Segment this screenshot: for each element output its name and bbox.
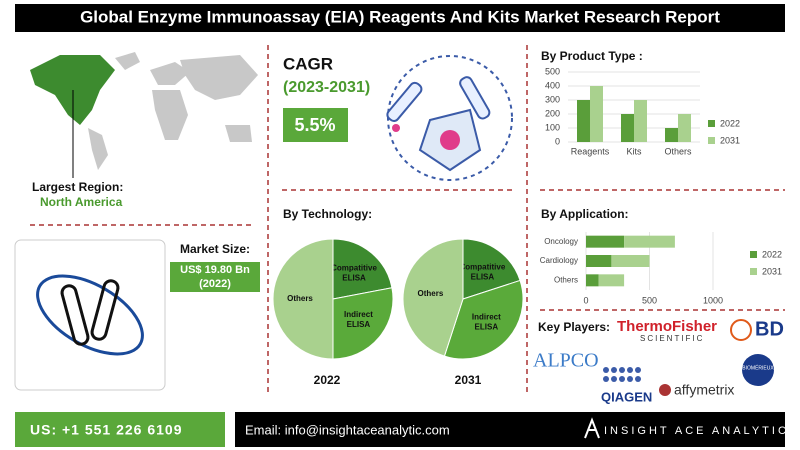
cagr-label: CAGR bbox=[283, 54, 333, 73]
title: Global Enzyme Immunoassay (EIA) Reagents… bbox=[80, 7, 720, 26]
brand: INSIGHT ACE ANALYTIC bbox=[604, 425, 789, 437]
pie-slice bbox=[332, 238, 393, 300]
legend-swatch bbox=[708, 120, 715, 127]
legend-swatch bbox=[708, 137, 715, 144]
player-logo: QIAGEN bbox=[601, 389, 652, 404]
legend-swatch bbox=[750, 251, 757, 258]
player-logo: affymetrix bbox=[674, 382, 734, 398]
market-size-box bbox=[170, 262, 260, 292]
pie-slice bbox=[332, 287, 394, 360]
pie-slice bbox=[402, 238, 464, 357]
market-size-label: Market Size: bbox=[180, 242, 250, 256]
pie-caption: 2022 bbox=[314, 373, 341, 387]
brand-icon bbox=[584, 417, 600, 439]
pie-caption: 2031 bbox=[455, 373, 482, 387]
player-logo: SCIENTIFIC bbox=[640, 334, 704, 343]
world-map bbox=[30, 52, 258, 170]
title-bar bbox=[15, 4, 785, 32]
region-value: North America bbox=[40, 195, 123, 209]
pie-slice bbox=[272, 238, 334, 360]
bar bbox=[586, 235, 625, 248]
bar bbox=[634, 100, 647, 142]
bar bbox=[678, 114, 691, 142]
bar bbox=[590, 86, 603, 142]
affy-mark bbox=[659, 384, 671, 396]
email: Email: info@insightaceanalytic.com bbox=[245, 422, 450, 437]
bar bbox=[598, 274, 625, 287]
slice-label: Indirect ELISA bbox=[472, 312, 501, 331]
legend-label: 2022 bbox=[720, 118, 740, 128]
region-label: Largest Region: bbox=[32, 180, 123, 194]
bd-mark bbox=[730, 319, 752, 341]
qiagen-dots bbox=[603, 367, 641, 382]
legend-label: 2031 bbox=[762, 266, 782, 276]
bar bbox=[611, 255, 650, 267]
phone-box bbox=[15, 412, 225, 447]
pie-slice bbox=[443, 279, 524, 360]
chart-title: By Product Type : bbox=[541, 49, 643, 63]
players-heading: Key Players: bbox=[538, 320, 610, 334]
x-tick-label: 1000 bbox=[703, 295, 723, 305]
slice-label: Others bbox=[287, 294, 313, 303]
x-tick-label: Reagents bbox=[571, 146, 610, 156]
legend-label: 2031 bbox=[720, 135, 740, 145]
slice-label: Compatitive ELISA bbox=[331, 264, 377, 283]
player-logo: BD bbox=[755, 318, 784, 340]
tube-icon bbox=[36, 274, 144, 356]
y-tick-label: Others bbox=[554, 275, 578, 284]
x-tick-label: 500 bbox=[642, 295, 657, 305]
cagr-value: 5.5% bbox=[294, 115, 335, 135]
slice-label: Indirect ELISA bbox=[344, 310, 373, 329]
bar bbox=[577, 100, 590, 142]
contact-bar bbox=[235, 412, 785, 447]
chart-title: By Technology: bbox=[283, 207, 372, 221]
y-tick-label: 100 bbox=[545, 122, 560, 132]
cagr-box bbox=[283, 108, 348, 142]
y-tick-label: 200 bbox=[545, 108, 560, 118]
phone: US: +1 551 226 6109 bbox=[30, 422, 183, 438]
x-tick-label: 0 bbox=[583, 295, 588, 305]
cagr-period: (2023-2031) bbox=[283, 79, 370, 96]
bar bbox=[586, 274, 599, 287]
bar bbox=[624, 235, 675, 248]
y-tick-label: Oncology bbox=[544, 237, 578, 246]
y-tick-label: 500 bbox=[545, 66, 560, 76]
market-size-value: US$ 19.80 Bn bbox=[180, 264, 250, 276]
bar bbox=[586, 255, 612, 267]
player-logo: BIOMÉRIEUX bbox=[742, 364, 774, 371]
chart-title: By Application: bbox=[541, 207, 629, 221]
bar bbox=[621, 114, 634, 142]
player-logo: ThermoFisher bbox=[617, 318, 717, 335]
slice-label: Others bbox=[418, 289, 444, 298]
pie-slice bbox=[462, 238, 521, 300]
lab-illustration bbox=[386, 55, 513, 181]
legend-label: 2022 bbox=[762, 249, 782, 259]
y-tick-label: Cardiology bbox=[540, 256, 578, 265]
x-tick-label: Kits bbox=[626, 146, 642, 156]
x-tick-label: Others bbox=[664, 146, 692, 156]
y-tick-label: 400 bbox=[545, 80, 560, 90]
player-logo: ALPCO bbox=[533, 350, 599, 372]
bar bbox=[665, 128, 678, 142]
slice-label: Compatitive ELISA bbox=[459, 262, 505, 281]
biomerieux-mark bbox=[742, 354, 774, 386]
y-tick-label: 300 bbox=[545, 94, 560, 104]
legend-swatch bbox=[750, 268, 757, 275]
market-size-year: (2022) bbox=[199, 278, 231, 290]
y-tick-label: 0 bbox=[555, 136, 560, 146]
icon-box bbox=[14, 239, 166, 391]
